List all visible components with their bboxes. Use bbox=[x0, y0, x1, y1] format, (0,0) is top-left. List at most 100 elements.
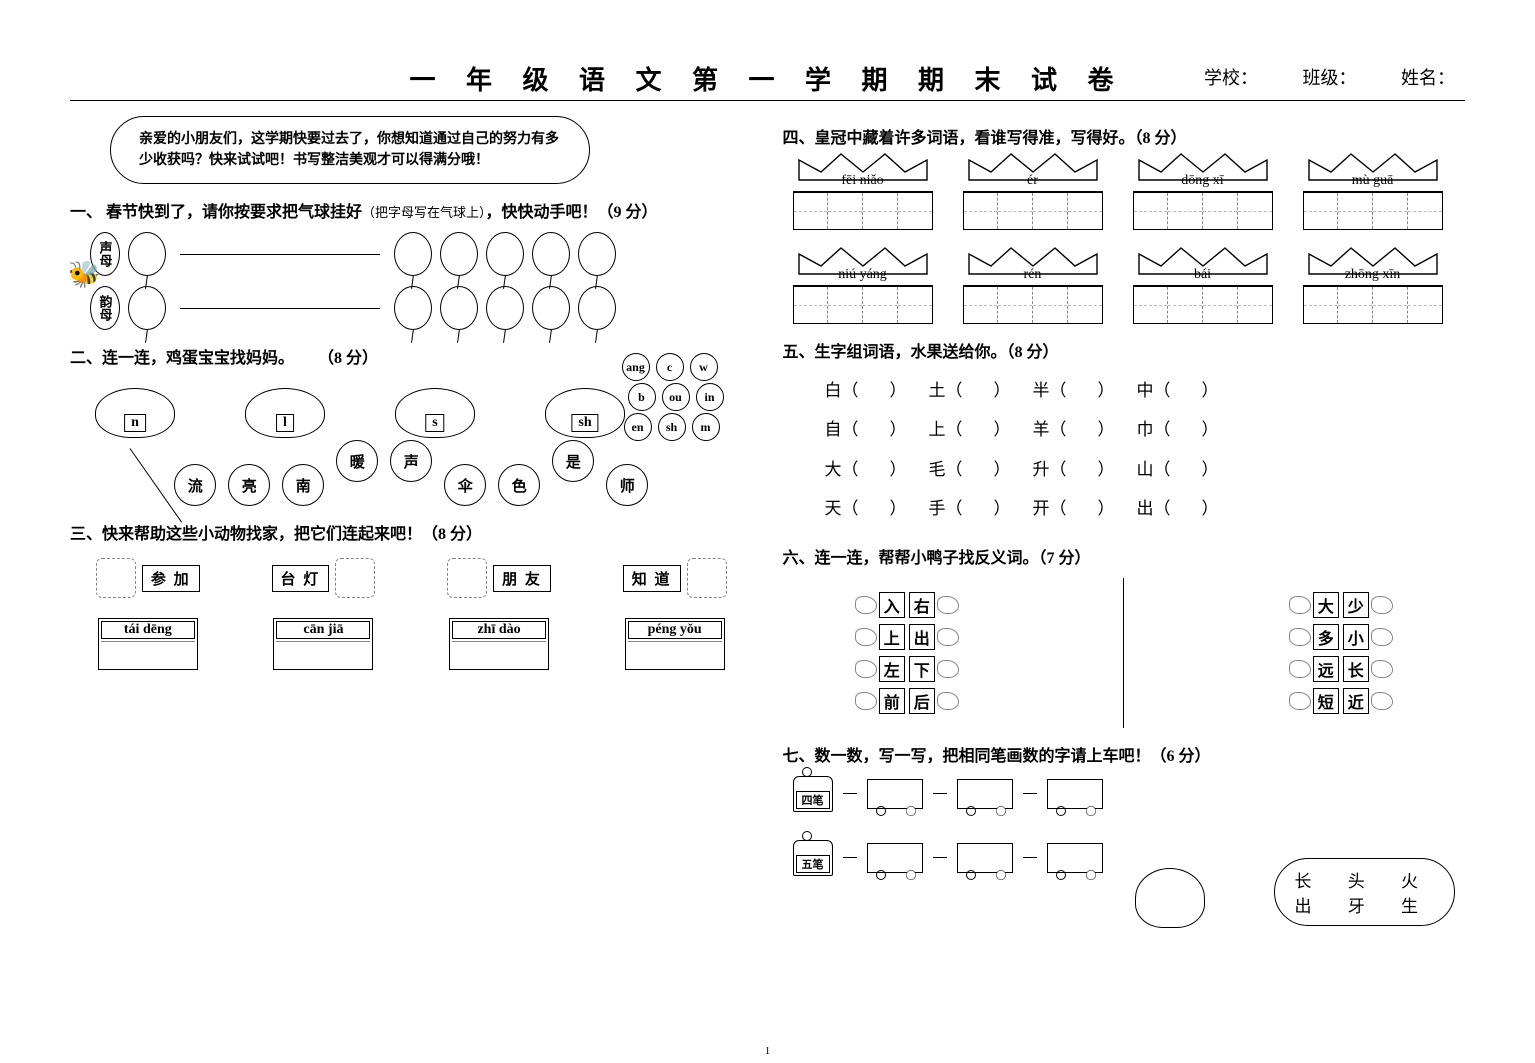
balloon-blank[interactable] bbox=[394, 286, 432, 330]
house[interactable]: péng yǒu bbox=[625, 618, 725, 670]
egg[interactable]: 南 bbox=[282, 464, 324, 506]
chick[interactable]: s bbox=[390, 378, 480, 438]
balloon-blank[interactable] bbox=[394, 232, 432, 276]
zi-cell[interactable]: 上（ ） bbox=[919, 411, 1021, 448]
train-car[interactable] bbox=[957, 779, 1013, 809]
duck-item[interactable]: 出 bbox=[909, 624, 959, 650]
zi-cell[interactable]: 出（ ） bbox=[1127, 490, 1229, 527]
duck-item[interactable]: 下 bbox=[909, 656, 959, 682]
zi-cell[interactable]: 中（ ） bbox=[1127, 372, 1229, 409]
duck-item[interactable]: 左 bbox=[855, 656, 905, 682]
field-name: 姓名： bbox=[1401, 68, 1455, 88]
zi-cell[interactable]: 手（ ） bbox=[919, 490, 1021, 527]
zi-cell[interactable]: 白（ ） bbox=[815, 372, 917, 409]
duck-item[interactable]: 多 bbox=[1289, 624, 1339, 650]
write-grid[interactable] bbox=[1133, 286, 1273, 324]
zi-cell[interactable]: 自（ ） bbox=[815, 411, 917, 448]
egg[interactable]: 师 bbox=[606, 464, 648, 506]
duck-item[interactable]: 远 bbox=[1289, 656, 1339, 682]
zi-cell[interactable]: 开（ ） bbox=[1023, 490, 1125, 527]
train-car[interactable] bbox=[867, 779, 923, 809]
chick[interactable]: l bbox=[240, 378, 330, 438]
balloon-blank[interactable] bbox=[440, 286, 478, 330]
egg[interactable]: 暖 bbox=[336, 440, 378, 482]
write-grid[interactable] bbox=[793, 286, 933, 324]
crown-item[interactable]: niú yáng bbox=[793, 250, 933, 324]
duck-item[interactable]: 小 bbox=[1343, 624, 1393, 650]
egg[interactable]: 是 bbox=[552, 440, 594, 482]
section-3-head: 三、快来帮助这些小动物找家，把它们连起来吧！（8 分） bbox=[70, 520, 753, 544]
balloon-blank[interactable] bbox=[440, 232, 478, 276]
write-grid[interactable] bbox=[793, 192, 933, 230]
train-car[interactable] bbox=[1047, 843, 1103, 873]
balloon-blank[interactable] bbox=[128, 232, 166, 276]
crown-pinyin: ér bbox=[1027, 173, 1038, 189]
chick[interactable]: sh bbox=[540, 378, 630, 438]
duck-icon bbox=[1289, 692, 1311, 710]
duck-item[interactable]: 后 bbox=[909, 688, 959, 714]
duck-item[interactable]: 前 bbox=[855, 688, 905, 714]
duck-item[interactable]: 少 bbox=[1343, 592, 1393, 618]
crown-item[interactable]: bái bbox=[1133, 250, 1273, 324]
mini-balloon[interactable]: c bbox=[656, 353, 684, 381]
egg[interactable]: 声 bbox=[390, 440, 432, 482]
animal-card[interactable]: 参 加 bbox=[96, 558, 200, 598]
duck-item[interactable]: 短 bbox=[1289, 688, 1339, 714]
zi-cell[interactable]: 升（ ） bbox=[1023, 451, 1125, 488]
house[interactable]: tái dēng bbox=[98, 618, 198, 670]
zi-cell[interactable]: 山（ ） bbox=[1127, 451, 1229, 488]
zi-cell[interactable]: 天（ ） bbox=[815, 490, 917, 527]
write-grid[interactable] bbox=[963, 286, 1103, 324]
animal-card[interactable]: 知 道 bbox=[623, 558, 727, 598]
zi-cell[interactable]: 土（ ） bbox=[919, 372, 1021, 409]
egg[interactable]: 流 bbox=[174, 464, 216, 506]
zi-cell[interactable]: 大（ ） bbox=[815, 451, 917, 488]
zi-cell[interactable]: 半（ ） bbox=[1023, 372, 1125, 409]
animal-icon bbox=[335, 558, 375, 598]
train-car[interactable] bbox=[957, 843, 1013, 873]
chick[interactable]: n bbox=[90, 378, 180, 438]
animal-card[interactable]: 朋 友 bbox=[447, 558, 551, 598]
mini-balloon[interactable]: ang bbox=[622, 353, 650, 381]
crown-item[interactable]: dōng xī bbox=[1133, 156, 1273, 230]
underline-slot[interactable] bbox=[180, 308, 380, 309]
write-grid[interactable] bbox=[1303, 192, 1443, 230]
balloon-blank[interactable] bbox=[128, 286, 166, 330]
egg[interactable]: 色 bbox=[498, 464, 540, 506]
underline-slot[interactable] bbox=[180, 254, 380, 255]
write-grid[interactable] bbox=[963, 192, 1103, 230]
field-class: 班级： bbox=[1303, 68, 1357, 88]
crown-item[interactable]: ér bbox=[963, 156, 1103, 230]
balloon-blank[interactable] bbox=[486, 286, 524, 330]
balloon-blank[interactable] bbox=[532, 286, 570, 330]
mini-balloon[interactable]: w bbox=[690, 353, 718, 381]
duck-item[interactable]: 右 bbox=[909, 592, 959, 618]
house[interactable]: zhī dào bbox=[449, 618, 549, 670]
duck-item[interactable]: 长 bbox=[1343, 656, 1393, 682]
animal-card[interactable]: 台 灯 bbox=[272, 558, 376, 598]
duck-item[interactable]: 大 bbox=[1289, 592, 1339, 618]
duck-item[interactable]: 上 bbox=[855, 624, 905, 650]
balloon-blank[interactable] bbox=[532, 232, 570, 276]
train-car[interactable] bbox=[867, 843, 923, 873]
crown-item[interactable]: fēi niǎo bbox=[793, 156, 933, 230]
egg[interactable]: 伞 bbox=[444, 464, 486, 506]
write-grid[interactable] bbox=[1303, 286, 1443, 324]
zi-cell[interactable]: 毛（ ） bbox=[919, 451, 1021, 488]
train-car[interactable] bbox=[1047, 779, 1103, 809]
zi-cell[interactable]: 巾（ ） bbox=[1127, 411, 1229, 448]
balloon-blank[interactable] bbox=[486, 232, 524, 276]
balloon-blank[interactable] bbox=[578, 232, 616, 276]
egg[interactable]: 亮 bbox=[228, 464, 270, 506]
train-engine: 四笔 bbox=[793, 776, 833, 812]
house[interactable]: cān jiā bbox=[273, 618, 373, 670]
duck-item[interactable]: 入 bbox=[855, 592, 905, 618]
balloon-blank[interactable] bbox=[578, 286, 616, 330]
zi-cell[interactable]: 羊（ ） bbox=[1023, 411, 1125, 448]
duck-icon bbox=[1371, 692, 1393, 710]
write-grid[interactable] bbox=[1133, 192, 1273, 230]
duck-item[interactable]: 近 bbox=[1343, 688, 1393, 714]
crown-item[interactable]: mù guā bbox=[1303, 156, 1443, 230]
crown-item[interactable]: rén bbox=[963, 250, 1103, 324]
crown-item[interactable]: zhōng xīn bbox=[1303, 250, 1443, 324]
